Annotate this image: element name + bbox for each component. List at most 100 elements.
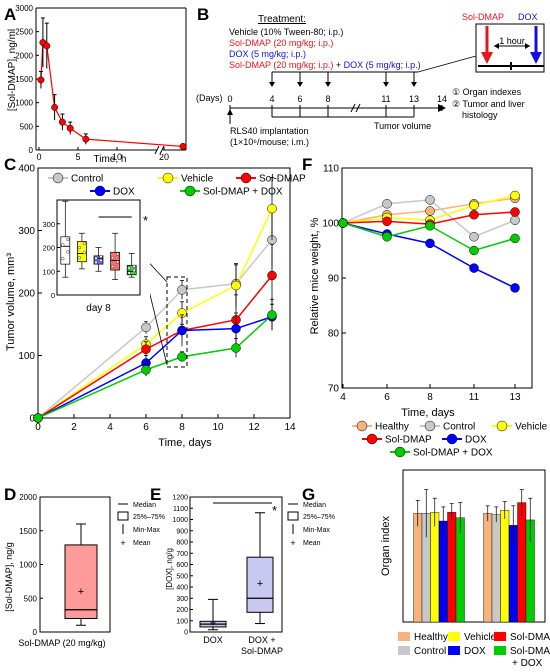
bar-kidney-control xyxy=(491,514,501,623)
inset-y-tick-label: 0 xyxy=(51,291,55,300)
panel-g-ylabel: Organ index xyxy=(380,516,392,576)
panel-label-g: G xyxy=(302,485,315,504)
data-point-vehicle xyxy=(267,203,277,214)
weight-point-control xyxy=(469,232,479,242)
day8-highlight-box xyxy=(166,276,188,368)
panel-f-y-tick-label: 100 xyxy=(322,219,339,230)
panel-d-y-tick-label: 0 xyxy=(33,628,38,637)
panel-e-y-tick-label: 1200 xyxy=(172,495,188,502)
f-legend-marker-control xyxy=(424,420,436,432)
panel-a-data-point xyxy=(66,124,74,132)
panel-d-xlabel: Sol-DMAP (20 mg/kg) xyxy=(18,638,105,648)
weight-point-sol-dmap xyxy=(469,210,479,220)
panel-a-x-tick-label: 0 xyxy=(36,152,41,162)
inset-dot-sol-dmap-dox xyxy=(132,268,136,273)
panel-a-data-point xyxy=(37,76,45,84)
panel-e-y-tick-label: 700 xyxy=(176,551,188,558)
panel-a-x-tick-label: 5 xyxy=(75,152,80,162)
legend-marker-dox xyxy=(94,185,106,197)
inset-box-sol-dmap-dox xyxy=(126,264,137,276)
panel-f-xlabel: Time, days xyxy=(401,407,455,419)
panel-e-legend-mean-swatch: + xyxy=(290,538,295,548)
weight-point-sol-dmap-dox xyxy=(425,221,435,231)
weight-point-sol-dmap-dox xyxy=(510,233,520,244)
panel-a-data-point xyxy=(51,103,59,111)
g-legend-swatch-dox xyxy=(448,646,460,655)
timeline-day-labels: 0 4 6 8 11 13 14 xyxy=(227,94,447,104)
inset-dot-vehicle xyxy=(77,246,81,250)
day-label-11: 11 xyxy=(381,94,390,104)
panel-a-x-tick-label: 20 xyxy=(159,152,169,162)
data-point-sol-dmap-dox xyxy=(267,310,277,320)
panel-d-tumor-sol-dmap: [Sol-DMAP], ng/g Sol-DMAP (20 mg/kg) 0 50… xyxy=(4,493,165,648)
inset-box-control xyxy=(60,236,71,265)
legend-label-control: Control xyxy=(71,174,103,185)
weight-point-sol-dmap xyxy=(382,216,392,227)
weight-point-dox xyxy=(510,283,520,293)
panel-c-ylabel: Tumor volume, mm³ xyxy=(5,253,17,351)
data-point-sol-dmap-dox xyxy=(141,365,151,375)
panel-d-legend-iqr: 25%–75% xyxy=(133,514,165,521)
panel-c-y-tick-label: 300 xyxy=(18,226,35,237)
day-label-4: 4 xyxy=(269,94,274,104)
implantation-label: RLS40 implantation xyxy=(230,126,309,136)
panel-e-y-tick-label: 0 xyxy=(184,630,188,637)
panel-e-legend-iqr-swatch xyxy=(287,511,299,521)
panel-d-y-tick-label: 1500 xyxy=(19,527,37,536)
g-legend-swatch-vehicle xyxy=(448,632,460,641)
inset-y-tick-label: 200 xyxy=(42,244,55,253)
f-legend-marker-sol-dmap-dox xyxy=(394,446,406,458)
panel-label-f: F xyxy=(302,155,312,174)
panel-c-x-tick-label: 6 xyxy=(143,422,149,433)
panel-e-box-combo xyxy=(246,556,274,613)
panel-f-y-tick-label: 80 xyxy=(328,329,340,340)
g-legend-label-control: Control xyxy=(414,646,446,657)
bar-liver-healthy xyxy=(413,513,423,623)
weight-point-sol-dmap-dox xyxy=(469,245,479,256)
data-point-control xyxy=(177,285,187,295)
panel-d-ylabel: [Sol-DMAP], ng/g xyxy=(4,542,14,612)
inset-sol-label: Sol-DMAP xyxy=(462,12,504,22)
weight-point-dox xyxy=(425,238,435,249)
panel-c-x-tick-label: 12 xyxy=(248,422,260,433)
panel-d-box xyxy=(64,544,98,619)
legend-label-sol-dmap-dox: Sol-DMAP + DOX xyxy=(203,187,283,198)
g-legend-swatch-healthy xyxy=(398,632,410,641)
panel-c-x-tick-label: 10 xyxy=(212,422,224,433)
weight-point-sol-dmap xyxy=(510,207,520,217)
g-legend-swatch-sol-dmap-dox xyxy=(494,646,506,655)
panel-e-y-tick-label: 100 xyxy=(176,618,188,625)
data-point-sol-dmap-dox xyxy=(231,343,241,353)
panel-e-y-tick-label: 400 xyxy=(176,585,188,592)
inset-dot-sol-dmap xyxy=(110,255,115,260)
legend-marker-sol-dmap-dox xyxy=(184,185,196,197)
panel-c-x-tick-label: 8 xyxy=(179,422,185,433)
panel-a-axis-break-gap xyxy=(157,146,163,154)
treatment-combo-dox: DOX (5 mg/kg; i.p.) xyxy=(344,60,421,70)
inset-dot-vehicle xyxy=(82,241,86,246)
panel-g-organ-index: Organ index LiverKidney HealthyVehicleSo… xyxy=(380,469,550,669)
panel-a-data-point xyxy=(179,143,187,150)
inset-dot-vehicle xyxy=(82,251,86,255)
outcome-histology: ② Tumor and liver xyxy=(452,99,525,109)
inset-dot-control xyxy=(66,237,70,242)
panel-label-d: D xyxy=(4,485,16,504)
inset-box-vehicle xyxy=(77,241,87,263)
inset-dot-dox xyxy=(99,255,103,259)
panel-c-y-tick-label: 400 xyxy=(18,164,35,175)
bar-liver-dox xyxy=(438,520,448,623)
g-legend-swatch-sol-dmap xyxy=(494,632,506,641)
inset-y-tick-label: 300 xyxy=(42,220,55,229)
panel-d-y-tick-label: 2000 xyxy=(19,493,37,502)
panel-e-legend-iqr: 25%–75% xyxy=(303,514,335,521)
inset-y-tick-label: 100 xyxy=(42,267,55,276)
panel-d-legend-mean-swatch: + xyxy=(120,538,125,548)
panel-e-y-tick-label: 300 xyxy=(176,596,188,603)
inset-dot-dox xyxy=(94,256,98,260)
panel-d-mean: + xyxy=(78,586,84,598)
g-legend-label-healthy: Healthy xyxy=(414,632,448,643)
inset-dot-sol-dmap xyxy=(115,260,120,264)
treatment-day-arrows xyxy=(269,72,417,87)
panel-f-x-tick-label: 4 xyxy=(340,392,346,403)
legend-marker-vehicle xyxy=(162,172,174,184)
